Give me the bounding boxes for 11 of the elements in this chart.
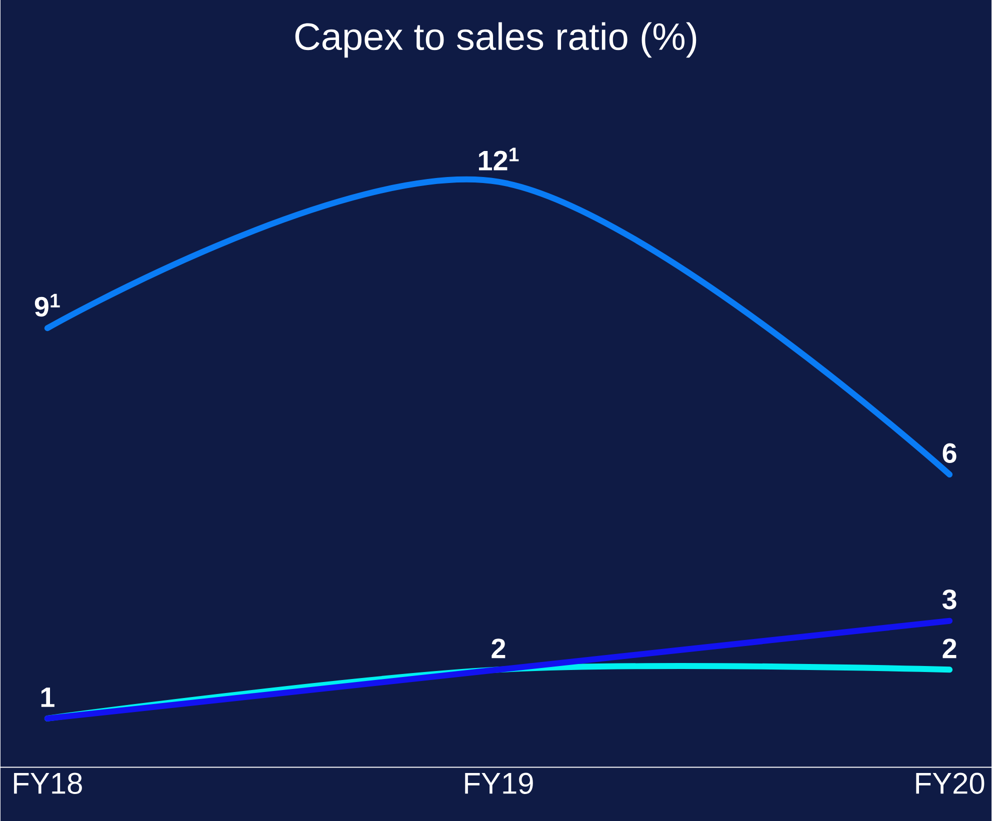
- data-label: 9$^{1}$: [34, 294, 60, 317]
- x-tick-label: FY20: [916, 772, 984, 794]
- data-label: 6: [942, 443, 956, 463]
- data-label: 2: [942, 638, 956, 658]
- data-label: 1: [41, 688, 54, 707]
- x-tick-label: FY18: [14, 772, 82, 794]
- data-label: 12$^{1}$: [478, 148, 519, 170]
- chart-title: Capex to sales ratio (%): [295, 22, 696, 58]
- data-label: 3: [942, 589, 956, 610]
- data-label: 2: [492, 638, 506, 658]
- x-tick-label: FY19: [465, 772, 533, 794]
